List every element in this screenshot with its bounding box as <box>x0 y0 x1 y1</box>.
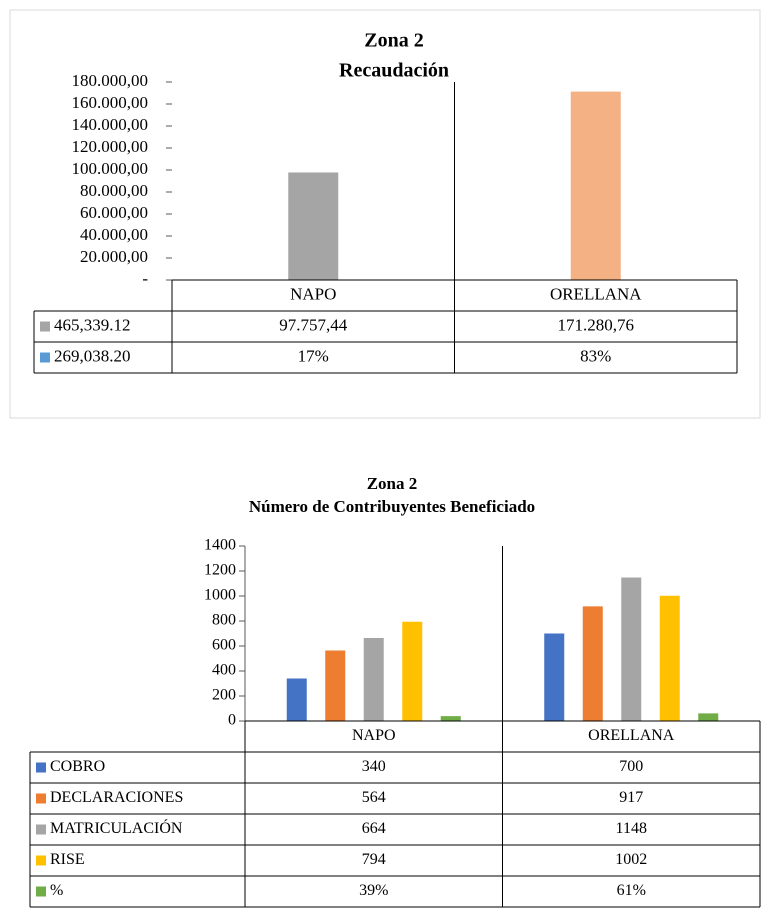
table-value: 340 <box>362 758 386 775</box>
bar <box>363 638 384 721</box>
bar <box>659 595 680 721</box>
legend-swatch <box>40 352 50 363</box>
table-value: 1002 <box>615 851 647 868</box>
legend-label: 269,038.20 <box>54 346 131 365</box>
bar <box>570 91 621 281</box>
legend-swatch <box>36 886 46 897</box>
y-tick-label: 1000 <box>204 587 236 604</box>
y-tick-label: 800 <box>212 612 236 629</box>
legend-swatch <box>36 762 46 773</box>
legend-label: RISE <box>50 851 85 868</box>
y-tick-label: 200 <box>212 687 236 704</box>
legend-swatch <box>40 321 50 332</box>
table-value: 664 <box>362 820 386 837</box>
table-value: 171.280,76 <box>558 315 635 334</box>
legend-label: MATRICULACIÓN <box>50 818 183 837</box>
bar <box>325 650 346 721</box>
y-tick-label: 120.000,00 <box>72 137 149 156</box>
table-value: 97.757,44 <box>279 315 348 334</box>
bar <box>440 716 461 721</box>
y-tick-label: 400 <box>212 662 236 679</box>
bar <box>288 172 339 280</box>
table-value: 917 <box>619 789 643 806</box>
bar <box>698 713 719 721</box>
legend-swatch <box>36 793 46 804</box>
bar <box>544 633 565 721</box>
table-value: 1148 <box>616 820 647 837</box>
chart-subtitle: Número de Contribuyentes Beneficiado <box>249 497 535 516</box>
table-value: 83% <box>580 346 611 365</box>
chart-title: Zona 2 <box>367 474 418 493</box>
y-tick-label: 0 <box>228 712 236 729</box>
bar <box>286 678 307 721</box>
y-tick-label: 40.000,00 <box>80 225 148 244</box>
y-tick-label: 180.000,00 <box>72 71 149 90</box>
y-tick-label: 160.000,00 <box>72 93 149 112</box>
y-tick-label: 600 <box>212 637 236 654</box>
y-tick-label: 60.000,00 <box>80 203 148 222</box>
bar <box>621 577 642 721</box>
table-value: 39% <box>359 882 388 899</box>
table-value: 61% <box>617 882 646 899</box>
bar <box>582 606 603 721</box>
y-tick-label: 100.000,00 <box>72 159 149 178</box>
chart-title: Zona 2 <box>364 30 423 52</box>
table-value: 700 <box>619 758 643 775</box>
y-tick-label: 1400 <box>204 537 236 554</box>
chart-subtitle: Recaudación <box>339 60 449 82</box>
legend-label: DECLARACIONES <box>50 789 183 806</box>
legend-label: % <box>50 882 63 899</box>
x-tick-label: ORELLANA <box>550 284 642 303</box>
table-value: 17% <box>298 346 329 365</box>
y-tick-label: - <box>142 269 148 288</box>
x-tick-label: NAPO <box>352 727 396 744</box>
x-tick-label: NAPO <box>290 284 336 303</box>
legend-swatch <box>36 855 46 866</box>
y-tick-label: 80.000,00 <box>80 181 148 200</box>
chart-frame <box>9 9 761 419</box>
y-tick-label: 20.000,00 <box>80 247 148 266</box>
y-tick-label: 1200 <box>204 562 236 579</box>
table-value: 794 <box>362 851 386 868</box>
bar <box>402 621 423 721</box>
legend-label: COBRO <box>50 758 105 775</box>
legend-swatch <box>36 824 46 835</box>
x-tick-label: ORELLANA <box>588 727 675 744</box>
table-value: 564 <box>362 789 386 806</box>
y-tick-label: 140.000,00 <box>72 115 149 134</box>
legend-label: 465,339.12 <box>54 315 131 334</box>
